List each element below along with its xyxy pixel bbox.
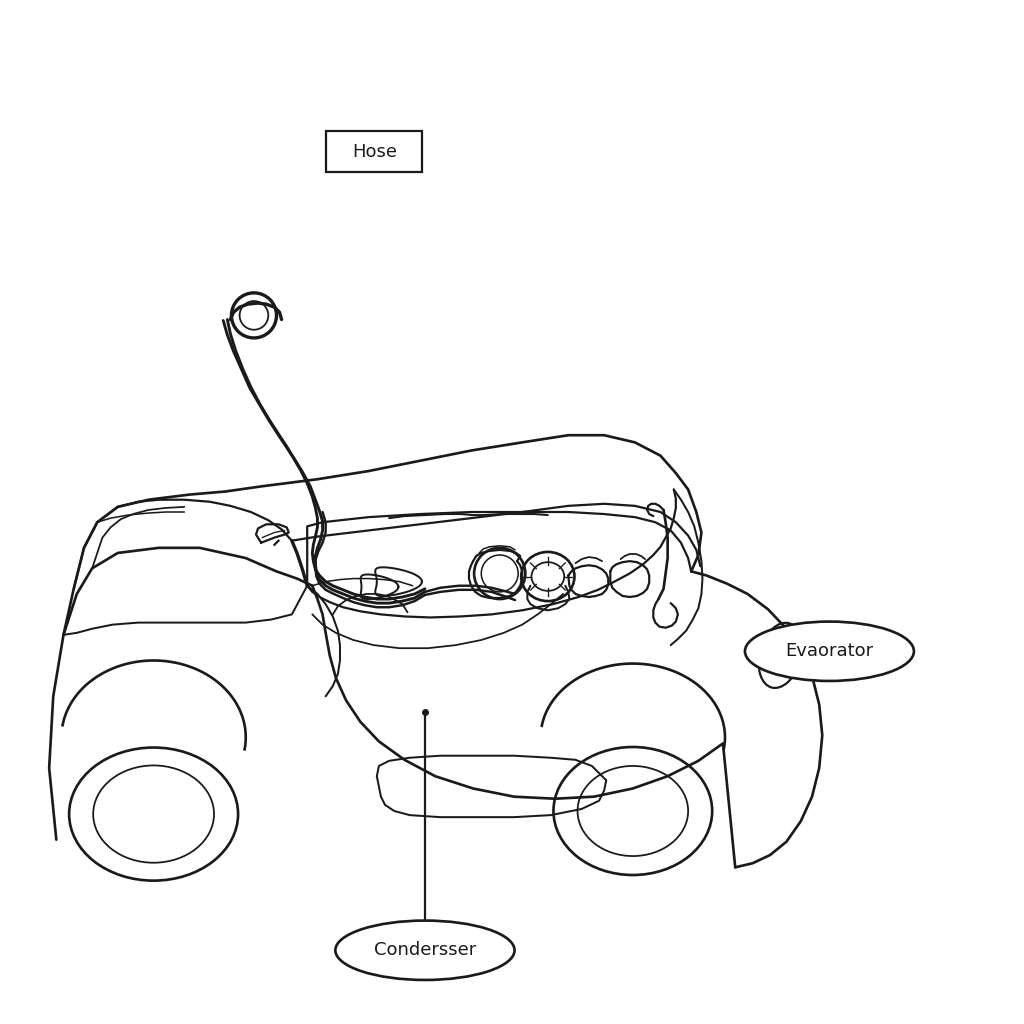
Text: Hose: Hose [352,142,397,161]
Text: Condersser: Condersser [374,941,476,959]
Text: Evaorator: Evaorator [785,642,873,660]
Ellipse shape [745,622,914,681]
Ellipse shape [336,921,514,980]
Bar [326,131,422,172]
